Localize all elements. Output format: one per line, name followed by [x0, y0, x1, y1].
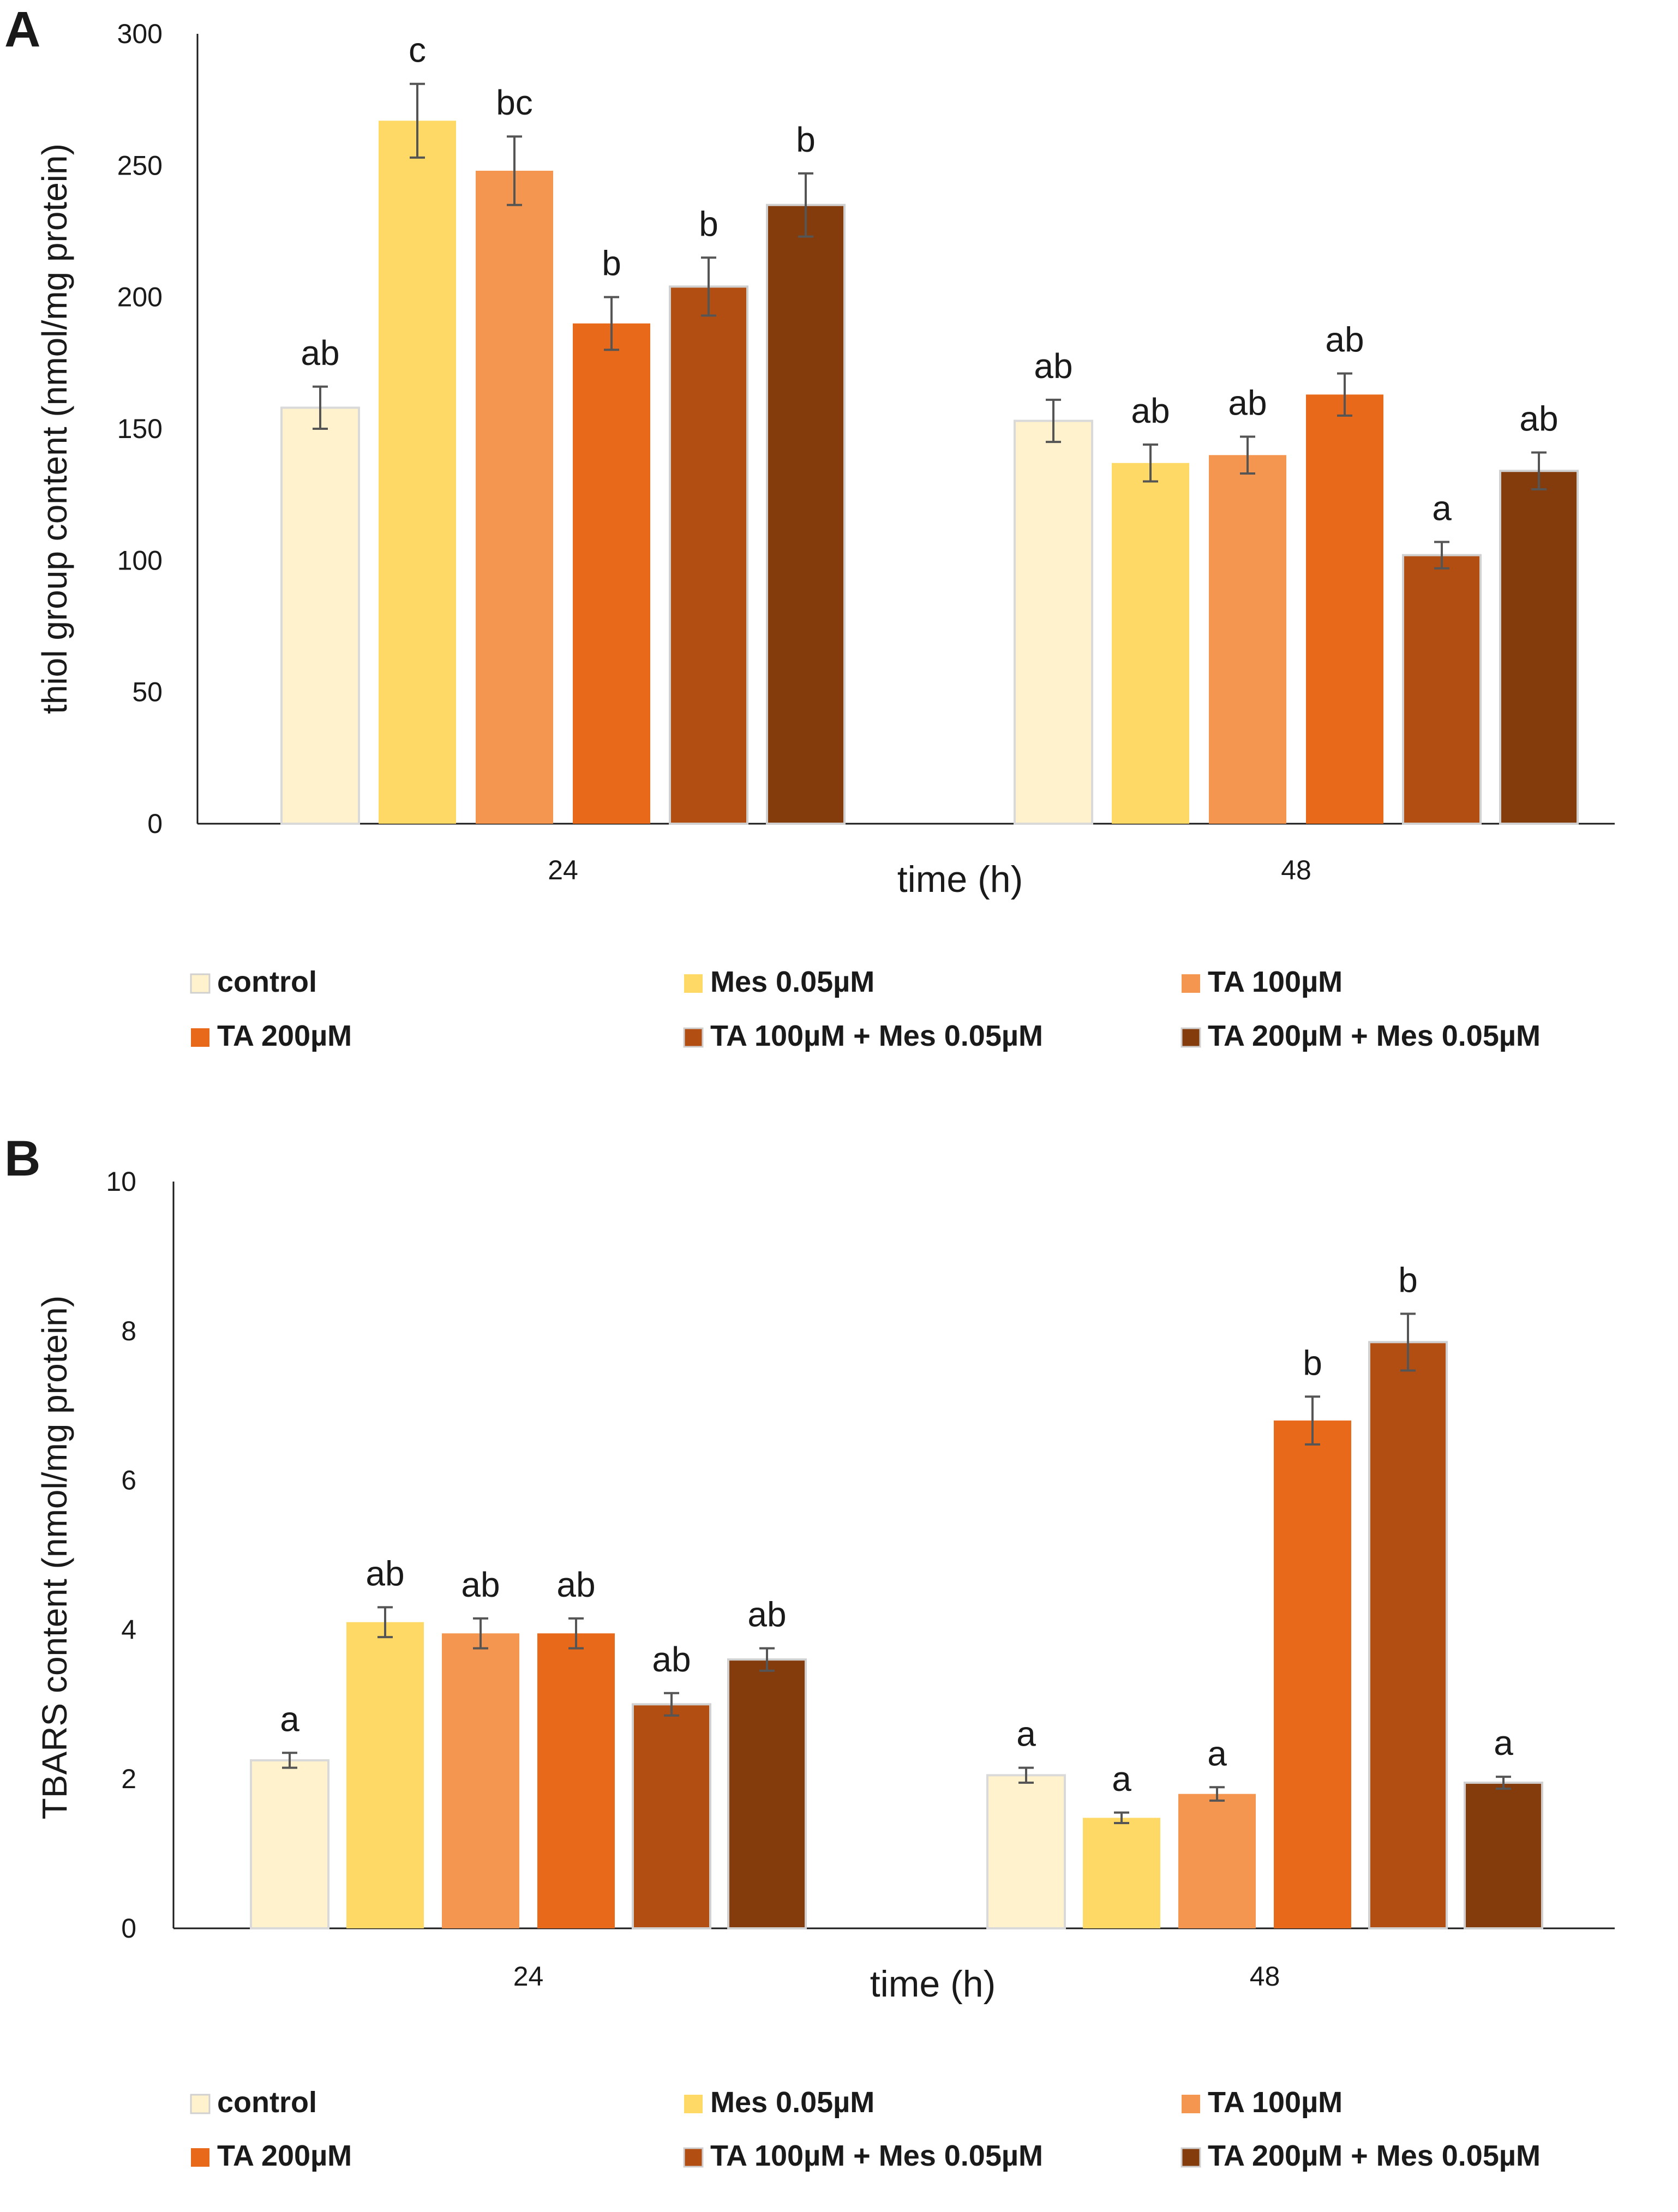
- legend-label: control: [217, 966, 317, 998]
- panel-b-letter: B: [4, 1131, 40, 1186]
- legend-swatch: [684, 2095, 703, 2113]
- panel-a-letter: A: [4, 2, 40, 57]
- legend-swatch: [190, 2094, 211, 2114]
- significance-label: bc: [496, 83, 533, 122]
- bar-b-24h-s3: [442, 1633, 519, 1928]
- legend-swatch: [190, 973, 211, 994]
- significance-label: b: [1303, 1343, 1322, 1382]
- significance-label: c: [409, 31, 426, 70]
- legend-label: Mes 0.05µM: [710, 2086, 874, 2119]
- significance-label: a: [1016, 1715, 1036, 1754]
- legend-swatch: [1182, 974, 1200, 993]
- bar-b-48h-s3: [1178, 1794, 1256, 1928]
- x-category-label: 24: [548, 855, 578, 885]
- legend-label: TA 200µM: [217, 2139, 352, 2172]
- y-tick-label: 50: [132, 677, 163, 708]
- significance-label: ab: [461, 1565, 500, 1604]
- y-tick-label: 200: [117, 282, 163, 313]
- legend-swatch: [684, 974, 703, 993]
- x-axis-title: time (h): [897, 859, 1023, 900]
- significance-label: ab: [1228, 383, 1267, 422]
- y-tick-label: 10: [106, 1166, 136, 1197]
- bar-a-24h-s1: [280, 406, 360, 825]
- y-tick-label: 2: [121, 1764, 136, 1794]
- significance-label: ab: [1131, 391, 1170, 430]
- legend-label: TA 100µM + Mes 0.05µM: [710, 2139, 1043, 2172]
- legend-swatch: [683, 2147, 704, 2168]
- significance-label: ab: [556, 1565, 595, 1604]
- y-tick-label: 300: [117, 19, 163, 49]
- x-axis-title: time (h): [870, 1963, 996, 2005]
- legend-label: TA 100µM + Mes 0.05µM: [710, 1020, 1043, 1052]
- bar-b-48h-s1: [986, 1774, 1066, 1929]
- legend-label: TA 100µM: [1208, 2086, 1343, 2119]
- y-tick-label: 0: [121, 1913, 136, 1944]
- significance-label: a: [1494, 1723, 1513, 1763]
- bar-a-24h-s6: [766, 203, 846, 825]
- legend-swatch: [1182, 2095, 1200, 2113]
- bar-a-48h-s5: [1402, 554, 1482, 825]
- bar-a-48h-s1: [1014, 419, 1093, 825]
- significance-label: b: [602, 244, 621, 283]
- bar-b-48h-s5: [1368, 1341, 1448, 1929]
- legend-swatch: [191, 2148, 209, 2167]
- bar-a-24h-s5: [669, 285, 748, 825]
- bar-b-24h-s4: [537, 1633, 615, 1928]
- bar-b-48h-s2: [1083, 1818, 1160, 1928]
- significance-label: b: [699, 204, 718, 243]
- bar-a-48h-s2: [1112, 463, 1189, 824]
- legend-label: TA 200µM + Mes 0.05µM: [1208, 1020, 1541, 1052]
- bar-a-24h-s2: [379, 121, 456, 824]
- bar-b-24h-s1: [250, 1759, 329, 1930]
- significance-label: ab: [747, 1595, 786, 1634]
- y-tick-label: 250: [117, 150, 163, 181]
- y-tick-label: 0: [147, 808, 163, 839]
- bar-b-24h-s6: [727, 1658, 807, 1929]
- y-tick-label: 4: [121, 1614, 136, 1645]
- y-axis-title: thiol group content (nmol/mg protein): [35, 143, 74, 714]
- bar-a-48h-s3: [1209, 455, 1286, 824]
- significance-label: b: [796, 120, 816, 159]
- legend-label: TA 200µM + Mes 0.05µM: [1208, 2139, 1541, 2172]
- y-tick-label: 100: [117, 545, 163, 576]
- bar-a-24h-s3: [476, 170, 553, 824]
- legend-label: control: [217, 2086, 317, 2119]
- significance-label: b: [1398, 1260, 1418, 1299]
- y-tick-label: 8: [121, 1316, 136, 1346]
- significance-label: a: [280, 1699, 299, 1739]
- significance-label: a: [1112, 1759, 1131, 1799]
- y-tick-label: 6: [121, 1465, 136, 1496]
- significance-label: ab: [301, 333, 339, 373]
- x-category-label: 24: [513, 1961, 544, 1992]
- legend-label: TA 100µM: [1208, 966, 1343, 998]
- bar-b-48h-s4: [1274, 1420, 1351, 1928]
- panel-a-chart: A 0 50 100 150 200 250 300 thiol group content …: [4, 2, 1615, 1052]
- legend-swatch: [683, 1027, 704, 1048]
- legend-swatch: [1180, 2147, 1201, 2168]
- significance-label: ab: [1034, 346, 1072, 386]
- significance-label: ab: [1325, 320, 1364, 359]
- bar-a-48h-s6: [1499, 470, 1579, 825]
- significance-label: a: [1432, 489, 1452, 528]
- bar-b-24h-s5: [632, 1703, 711, 1930]
- significance-label: a: [1207, 1734, 1227, 1773]
- bar-b-24h-s2: [346, 1622, 424, 1928]
- y-tick-label: 150: [117, 413, 163, 444]
- x-category-label: 48: [1281, 855, 1311, 885]
- legend-label: Mes 0.05µM: [710, 966, 874, 998]
- legend-swatch: [1180, 1027, 1201, 1048]
- x-category-label: 48: [1250, 1961, 1280, 1992]
- legend-label: TA 200µM: [217, 1020, 352, 1052]
- bar-a-48h-s4: [1306, 394, 1383, 824]
- bar-a-24h-s4: [573, 323, 650, 824]
- significance-label: ab: [1519, 399, 1558, 438]
- significance-label: ab: [365, 1554, 404, 1593]
- y-axis-title: TBARS content (nmol/mg protein): [35, 1296, 74, 1819]
- significance-label: ab: [652, 1640, 691, 1679]
- bar-b-48h-s6: [1464, 1782, 1543, 1929]
- legend-swatch: [191, 1028, 209, 1047]
